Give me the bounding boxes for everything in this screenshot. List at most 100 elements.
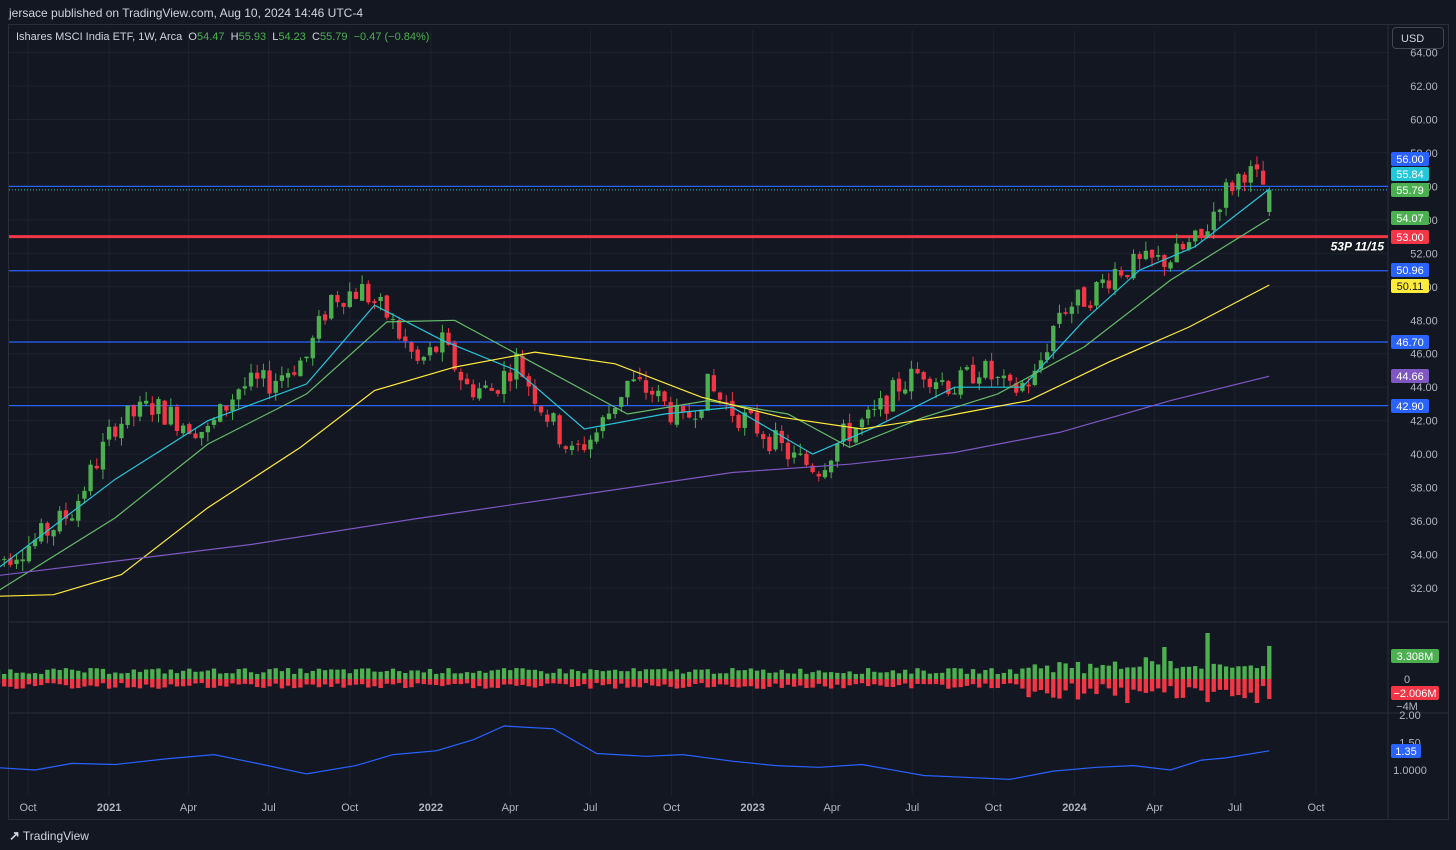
candle-body <box>903 389 908 394</box>
volume-bar-up <box>903 669 908 679</box>
candle-body <box>680 406 686 412</box>
candle-body <box>594 432 599 442</box>
volume-bar-up <box>1125 667 1130 679</box>
volume-bar-down <box>384 679 389 684</box>
volume-bar-down <box>724 679 729 685</box>
level-annotation: 53P 11/15 <box>1331 240 1385 254</box>
volume-bar-up <box>106 673 112 679</box>
volume-bar-up <box>637 671 642 679</box>
candle-body <box>162 400 167 425</box>
price-label-tag <box>1391 263 1429 277</box>
volume-bar-up <box>1236 666 1241 679</box>
volume-bar-down <box>872 679 877 685</box>
volume-bar-up <box>711 673 717 679</box>
candle-body <box>45 522 50 536</box>
horizontal-levels[interactable]: 53P 11/15 <box>9 185 1388 407</box>
candle-body <box>896 378 902 392</box>
time-tick: Jul <box>905 802 919 814</box>
volume-bar-up <box>946 668 951 679</box>
candle-body <box>211 419 217 425</box>
price-label-tag <box>1391 230 1429 244</box>
volume-bar-up <box>1007 669 1013 679</box>
candle-body <box>322 314 328 321</box>
price-tick: 48.00 <box>1410 315 1438 327</box>
volume-bar-down <box>903 679 908 684</box>
volume-bar-up <box>1193 666 1198 679</box>
candle-body <box>582 444 587 450</box>
price-tick: 46.00 <box>1410 349 1438 361</box>
candle-body <box>742 412 747 428</box>
volume-bar-up <box>1180 666 1186 679</box>
time-tick: Oct <box>1307 802 1324 814</box>
moving-averages <box>0 188 1270 597</box>
volume-bar-up <box>773 672 778 679</box>
volume-bar-down <box>193 679 198 684</box>
volume-bar-up <box>717 673 723 679</box>
time-tick: 2021 <box>97 802 121 814</box>
volume-bar-down <box>279 679 285 689</box>
volume-bar-up <box>1267 645 1272 679</box>
volume-bar-down <box>57 679 62 685</box>
volume-bar-up <box>218 673 223 679</box>
volume-bar-down <box>1162 679 1167 693</box>
volume-bar-down <box>1112 679 1118 696</box>
candle-body <box>724 401 729 404</box>
volume-bar-up <box>168 669 173 679</box>
volume-bar-down <box>946 679 951 689</box>
volume-bar-down <box>267 679 272 687</box>
candle-body <box>63 510 69 519</box>
volume-bar-up <box>304 673 309 679</box>
volume-bar-up <box>440 673 445 679</box>
volume-bar-up <box>569 669 575 679</box>
candle-body <box>761 434 766 440</box>
volume-bar-down <box>1137 679 1142 692</box>
volume-bar-down <box>143 679 149 685</box>
volume-bar-down <box>1125 679 1130 703</box>
volume-bar-down <box>292 679 297 689</box>
candle-body <box>131 405 136 417</box>
volume-bar-down <box>255 679 260 688</box>
volume-bar-down <box>995 679 1000 689</box>
candle-body <box>520 356 525 377</box>
currency-button[interactable]: USD <box>1392 27 1444 49</box>
volume-bar-down <box>224 679 229 687</box>
volume-bar-down <box>421 679 426 685</box>
volume-bar-down <box>680 679 686 688</box>
candle-body <box>452 342 457 370</box>
volume-bar-down <box>1168 679 1173 687</box>
candle-body <box>650 390 655 395</box>
volume-bar-up <box>1149 661 1155 679</box>
volume-bar-down <box>464 679 470 684</box>
volume-bar-down <box>551 679 556 684</box>
volume-bar-up <box>884 672 889 679</box>
volume-bar-up <box>532 669 538 679</box>
candle-body <box>1143 250 1149 260</box>
candle-body <box>810 465 815 473</box>
volume-bar-up <box>255 673 260 679</box>
volume-bar-up <box>501 668 507 679</box>
candle-body <box>1254 164 1260 170</box>
volume-bar-up <box>656 669 661 679</box>
volume-bar-down <box>1186 679 1192 688</box>
volume-bar-up <box>631 668 636 679</box>
volume-bar-down <box>125 679 130 688</box>
candle-body <box>421 356 426 361</box>
volume-bar-down <box>841 679 846 689</box>
candle-body <box>612 408 618 415</box>
volume-bar-down <box>1014 679 1019 685</box>
tradingview-brand[interactable]: ↗ TradingView <box>9 828 89 844</box>
indicator-line <box>0 725 1270 781</box>
volume-bar-down <box>236 679 241 685</box>
candle-body <box>828 460 834 473</box>
price-tick: 32.00 <box>1410 583 1438 595</box>
price-tick: 64.00 <box>1410 48 1438 60</box>
candle-body <box>563 446 568 450</box>
volume-bar-up <box>14 672 19 679</box>
volume-bar-up <box>82 672 87 679</box>
candle-body <box>1174 243 1179 263</box>
volume-bar-down <box>1038 679 1044 691</box>
price-tick: 42.00 <box>1410 416 1438 428</box>
volume-bar-down <box>1156 679 1161 689</box>
time-axis[interactable]: Oct 2021 Apr Jul Oct 2022 Apr Jul Oct 2023 Apr Jul O… <box>19 802 1324 814</box>
